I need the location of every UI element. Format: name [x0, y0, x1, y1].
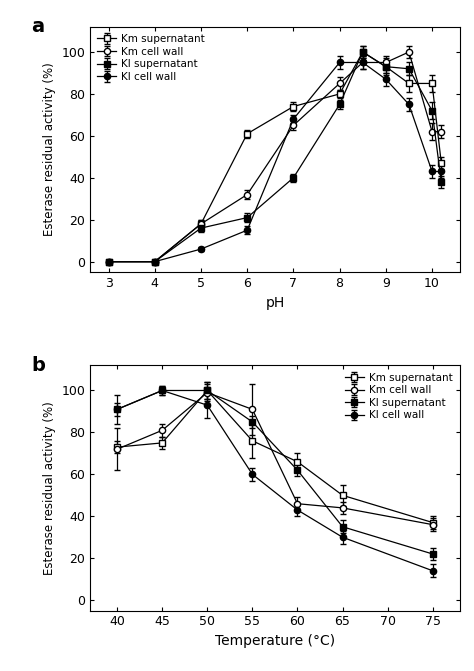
Text: b: b	[31, 356, 45, 374]
Text: a: a	[31, 17, 44, 36]
Y-axis label: Esterase residual activity (%): Esterase residual activity (%)	[43, 62, 56, 236]
Legend: Km supernatant, Km cell wall, Kl supernatant, Kl cell wall: Km supernatant, Km cell wall, Kl superna…	[343, 370, 455, 423]
Y-axis label: Esterase residual activity (%): Esterase residual activity (%)	[43, 401, 56, 575]
Legend: Km supernatant, Km cell wall, Kl supernatant, Kl cell wall: Km supernatant, Km cell wall, Kl superna…	[95, 32, 207, 84]
X-axis label: pH: pH	[265, 295, 284, 309]
X-axis label: Temperature (°C): Temperature (°C)	[215, 634, 335, 648]
